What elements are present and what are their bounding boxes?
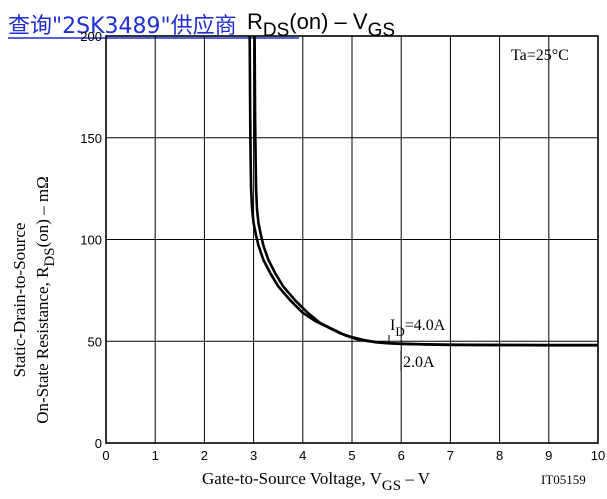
chart-title-rest: (on) – V [289, 9, 368, 34]
y-tick-label: 0 [95, 436, 102, 451]
y-axis-label-2: On-State Resistance, RDS(on) – mΩ [33, 176, 58, 424]
plot-frame [105, 35, 599, 444]
chart-title-subscript: DS [263, 20, 289, 41]
x-tick-label: 1 [152, 448, 159, 463]
y-axis-label-line-2-main: On-State Resistance, R [33, 266, 52, 424]
y-tick-label: 150 [80, 131, 102, 146]
series-label-4a: ID=4.0A [390, 317, 446, 339]
condition-label: Ta=25°C [511, 47, 569, 64]
grid [105, 35, 599, 444]
x-tick-label: 8 [496, 448, 503, 463]
x-axis-label-subscript: GS [382, 478, 401, 494]
x-tick-label: 4 [299, 448, 306, 463]
x-tick-label: 6 [398, 448, 405, 463]
chart-title-main: R [247, 9, 263, 34]
chart-title: RDS(on) – VGS [247, 9, 395, 41]
series-line-4a [248, 35, 598, 347]
y-tick-label: 50 [88, 334, 102, 349]
series-label-2a: 2.0A [403, 354, 435, 371]
y-tick-label: 100 [80, 233, 102, 248]
y-axis-label-line-2-rest: (on) – mΩ [33, 176, 52, 247]
series-label-4a-subscript: D [395, 324, 404, 339]
figure-id: IT05159 [541, 472, 586, 487]
series-label-4a-rest: =4.0A [405, 317, 446, 334]
y-tick-label: 200 [80, 29, 102, 44]
y-axis-label-line-1: Static-Drain-to-Source [10, 223, 29, 378]
x-axis-label-rest: – V [401, 469, 431, 488]
chart-title-subscript-2: GS [368, 20, 395, 41]
x-tick-label: 5 [348, 448, 355, 463]
x-tick-label: 0 [102, 448, 109, 463]
x-tick-label: 2 [201, 448, 208, 463]
x-tick-label: 9 [545, 448, 552, 463]
y-axis-label: Static-Drain-to-Source [10, 223, 29, 378]
y-axis-label-line-2: On-State Resistance, RDS(on) – mΩ [33, 176, 58, 424]
x-tick-label: 7 [447, 448, 454, 463]
x-axis-label: Gate-to-Source Voltage, VGS – V [202, 469, 431, 494]
x-tick-label: 3 [250, 448, 257, 463]
supplier-query-link[interactable]: 查询"2SK3489"供应商 [8, 14, 237, 39]
series-label-4a-main: I [390, 317, 395, 334]
y-axis-label-line-2-subscript: DS [42, 247, 58, 266]
series-line-2a [253, 35, 598, 347]
x-tick-label: 10 [591, 448, 605, 463]
plot-area [248, 35, 598, 347]
x-axis-label-main: Gate-to-Source Voltage, V [202, 469, 383, 488]
